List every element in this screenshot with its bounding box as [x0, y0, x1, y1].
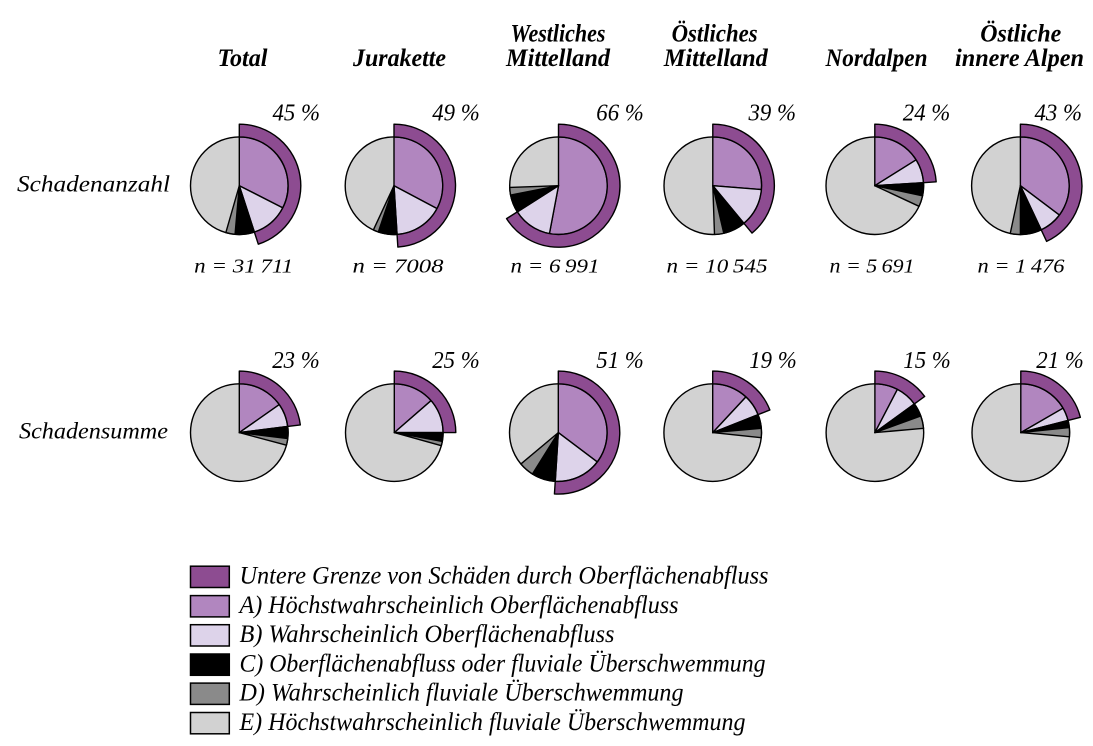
svg-text:49 %: 49 % [432, 99, 480, 126]
svg-text:21 %: 21 % [1036, 347, 1084, 374]
svg-text:39 %: 39 % [748, 99, 796, 126]
svg-text:E) Höchstwahrscheinlich fluvia: E) Höchstwahrscheinlich fluviale Übersch… [239, 708, 746, 736]
svg-text:Mittelland: Mittelland [505, 45, 610, 72]
svg-text:D) Wahrscheinlich fluviale Übe: D) Wahrscheinlich fluviale Überschwemmun… [239, 679, 684, 707]
svg-text:Total: Total [218, 45, 268, 72]
svg-text:Nordalpen: Nordalpen [825, 45, 928, 72]
svg-text:19 %: 19 % [749, 347, 797, 374]
svg-text:n = 31 711: n = 31 711 [194, 256, 293, 278]
svg-text:Mittelland: Mittelland [663, 45, 768, 72]
svg-text:n = 6 991: n = 6 991 [511, 256, 600, 278]
svg-text:innere Alpen: innere Alpen [955, 45, 1084, 72]
svg-text:66 %: 66 % [596, 99, 644, 126]
svg-text:23 %: 23 % [272, 347, 320, 374]
svg-text:24 %: 24 % [903, 99, 951, 126]
svg-text:Schadensumme: Schadensumme [19, 419, 168, 445]
svg-text:Jurakette: Jurakette [352, 45, 446, 72]
svg-text:Untere Grenze von Schäden durc: Untere Grenze von Schäden durch Oberfläc… [240, 563, 769, 590]
svg-text:n = 1 476: n = 1 476 [978, 256, 1065, 278]
svg-text:51 %: 51 % [596, 347, 644, 374]
svg-text:n = 10 545: n = 10 545 [667, 256, 768, 278]
svg-text:Westliches: Westliches [511, 21, 606, 48]
svg-text:n = 7008: n = 7008 [353, 256, 444, 278]
svg-text:15 %: 15 % [903, 347, 951, 374]
svg-text:Schadenanzahl: Schadenanzahl [17, 171, 170, 197]
svg-text:Östliche: Östliche [980, 21, 1061, 48]
svg-text:43 %: 43 % [1035, 99, 1083, 126]
svg-text:B) Wahrscheinlich Oberflächena: B) Wahrscheinlich Oberflächenabfluss [240, 621, 615, 648]
svg-text:Östliches: Östliches [672, 21, 758, 48]
svg-text:45 %: 45 % [273, 99, 321, 126]
svg-text:25 %: 25 % [432, 347, 480, 374]
svg-text:C) Oberflächenabfluss oder flu: C) Oberflächenabfluss oder fluviale Über… [240, 649, 766, 677]
svg-text:n = 5 691: n = 5 691 [830, 256, 915, 278]
svg-text:A) Höchstwahrscheinlich Oberfl: A) Höchstwahrscheinlich Oberflächenabflu… [238, 592, 679, 619]
